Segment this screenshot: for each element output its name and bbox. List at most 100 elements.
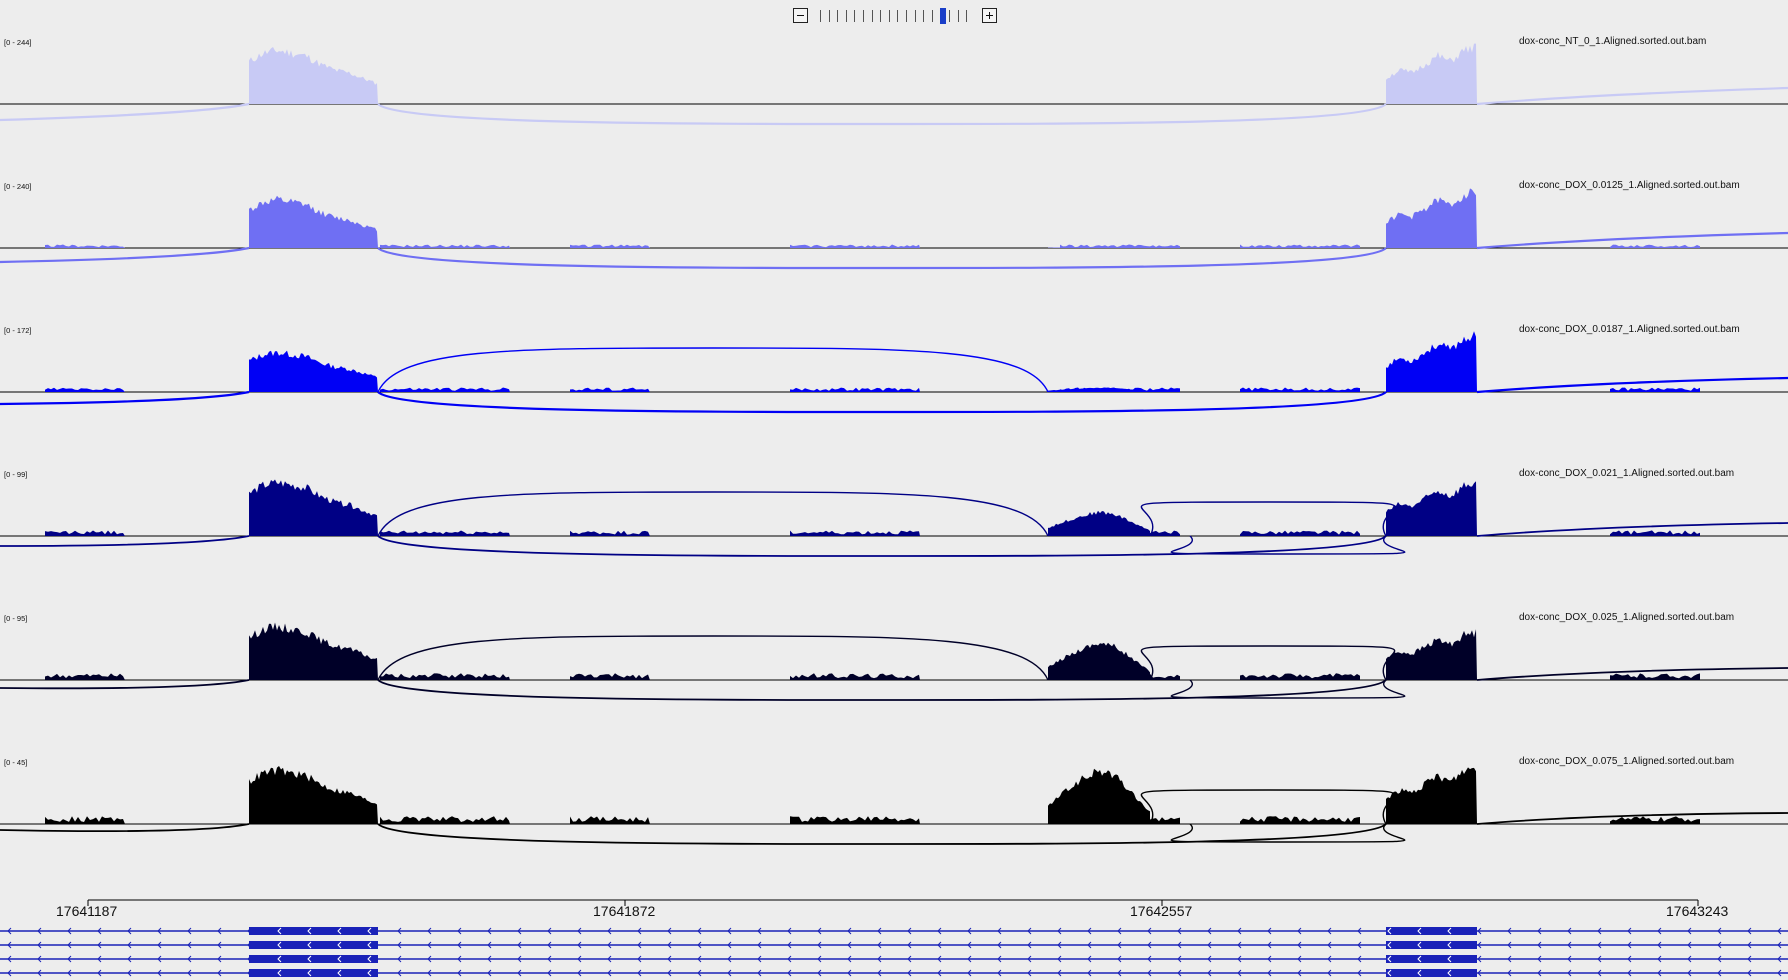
strand-arrow bbox=[1507, 927, 1512, 935]
strand-arrow bbox=[787, 969, 792, 977]
strand-arrow bbox=[1237, 969, 1242, 977]
gene-exon bbox=[249, 941, 378, 949]
strand-arrow bbox=[397, 969, 402, 977]
splice-junction-arc bbox=[1476, 376, 1788, 394]
exon-coverage bbox=[1386, 481, 1477, 536]
strand-arrow bbox=[247, 969, 252, 977]
exon-coverage bbox=[1386, 331, 1477, 392]
zoom-tick[interactable] bbox=[914, 10, 916, 22]
strand-arrow bbox=[1477, 941, 1482, 949]
strand-arrow bbox=[457, 955, 462, 963]
zoom-slider[interactable] bbox=[816, 7, 974, 24]
strand-arrow bbox=[997, 927, 1002, 935]
zoom-tick[interactable] bbox=[897, 10, 899, 22]
zoom-tick[interactable] bbox=[863, 10, 864, 22]
zoom-tick[interactable] bbox=[888, 10, 890, 22]
splice-junction-arc bbox=[377, 535, 1387, 557]
splice-junction-arc bbox=[0, 246, 250, 264]
strand-arrow bbox=[727, 969, 732, 977]
strand-arrow bbox=[1447, 955, 1452, 963]
low-coverage bbox=[570, 816, 650, 824]
track-name[interactable]: dox-conc_DOX_0.025_1.Aligned.sorted.out.… bbox=[1519, 612, 1735, 623]
strand-arrow bbox=[427, 955, 432, 963]
strand-arrow bbox=[517, 927, 522, 935]
splice-junction-arc bbox=[377, 823, 1387, 845]
zoom-tick[interactable] bbox=[923, 10, 925, 22]
splice-junction-arc bbox=[377, 391, 1387, 414]
exon-coverage bbox=[249, 47, 378, 104]
track-name[interactable]: dox-conc_DOX_0.0125_1.Aligned.sorted.out… bbox=[1519, 180, 1740, 191]
strand-arrow bbox=[1057, 941, 1062, 949]
strand-arrow bbox=[277, 955, 282, 963]
strand-arrow bbox=[1117, 955, 1122, 963]
strand-arrow bbox=[997, 941, 1002, 949]
strand-arrow bbox=[667, 969, 672, 977]
ruler-label: 17642557 bbox=[1130, 903, 1193, 919]
strand-arrow bbox=[1567, 941, 1572, 949]
zoom-tick[interactable] bbox=[957, 10, 959, 22]
zoom-tick[interactable] bbox=[931, 10, 933, 22]
low-coverage bbox=[45, 387, 125, 392]
zoom-tick[interactable] bbox=[906, 10, 907, 22]
zoom-level-indicator[interactable] bbox=[940, 8, 947, 24]
strand-arrow bbox=[307, 969, 312, 977]
strand-arrow bbox=[1177, 927, 1182, 935]
strand-arrow bbox=[1087, 969, 1092, 977]
strand-arrow bbox=[1597, 969, 1602, 977]
strand-arrow bbox=[127, 927, 132, 935]
strand-arrow bbox=[1657, 955, 1662, 963]
strand-arrow bbox=[1417, 941, 1422, 949]
strand-arrow bbox=[727, 927, 732, 935]
strand-arrow bbox=[277, 927, 282, 935]
zoom-tick[interactable] bbox=[828, 10, 830, 22]
strand-arrow bbox=[547, 941, 552, 949]
strand-arrow bbox=[1147, 927, 1152, 935]
strand-arrow bbox=[1657, 941, 1662, 949]
zoom-tick[interactable] bbox=[854, 10, 856, 22]
data-range-label: [0 - 244] bbox=[4, 38, 32, 47]
strand-arrow bbox=[217, 941, 222, 949]
gene-exon bbox=[249, 969, 378, 977]
track-name[interactable]: dox-conc_DOX_0.021_1.Aligned.sorted.out.… bbox=[1519, 468, 1735, 479]
zoom-tick[interactable] bbox=[966, 10, 968, 22]
splice-junction-arc bbox=[377, 247, 1387, 270]
strand-arrow bbox=[1027, 941, 1032, 949]
gene-exon bbox=[1386, 927, 1477, 935]
strand-arrow bbox=[1297, 941, 1302, 949]
low-coverage bbox=[1240, 244, 1360, 248]
strand-arrow bbox=[517, 969, 522, 977]
zoom-tick[interactable] bbox=[845, 10, 847, 22]
zoom-in-button[interactable] bbox=[982, 7, 997, 23]
strand-arrow bbox=[337, 969, 342, 977]
splice-junction-arc bbox=[377, 103, 1387, 126]
strand-arrow bbox=[667, 927, 672, 935]
gene-exon bbox=[249, 927, 378, 935]
strand-arrow bbox=[1117, 927, 1122, 935]
track-name[interactable]: dox-conc_DOX_0.0187_1.Aligned.sorted.out… bbox=[1519, 324, 1740, 335]
strand-arrow bbox=[967, 927, 972, 935]
strand-arrow bbox=[637, 941, 642, 949]
gene-exon bbox=[1386, 955, 1477, 963]
strand-arrow bbox=[1357, 941, 1362, 949]
strand-arrow bbox=[997, 969, 1002, 977]
zoom-tick[interactable] bbox=[820, 10, 821, 22]
strand-arrow bbox=[1207, 969, 1212, 977]
strand-arrow bbox=[187, 969, 192, 977]
track-name[interactable]: dox-conc_NT_0_1.Aligned.sorted.out.bam bbox=[1519, 36, 1707, 47]
strand-arrow bbox=[1327, 941, 1332, 949]
splice-junction-arc bbox=[1476, 86, 1788, 106]
splice-junction-arc bbox=[1170, 823, 1406, 843]
data-range-label: [0 - 99] bbox=[4, 470, 28, 479]
strand-arrow bbox=[397, 955, 402, 963]
zoom-out-button[interactable] bbox=[793, 7, 808, 23]
strand-arrow bbox=[877, 941, 882, 949]
low-coverage bbox=[45, 244, 125, 248]
strand-arrow bbox=[637, 927, 642, 935]
zoom-tick[interactable] bbox=[837, 10, 839, 22]
zoom-tick[interactable] bbox=[949, 10, 950, 22]
strand-arrow bbox=[607, 955, 612, 963]
track-name[interactable]: dox-conc_DOX_0.075_1.Aligned.sorted.out.… bbox=[1519, 756, 1735, 767]
strand-arrow bbox=[757, 927, 762, 935]
zoom-tick[interactable] bbox=[880, 10, 882, 22]
zoom-tick[interactable] bbox=[871, 10, 873, 22]
